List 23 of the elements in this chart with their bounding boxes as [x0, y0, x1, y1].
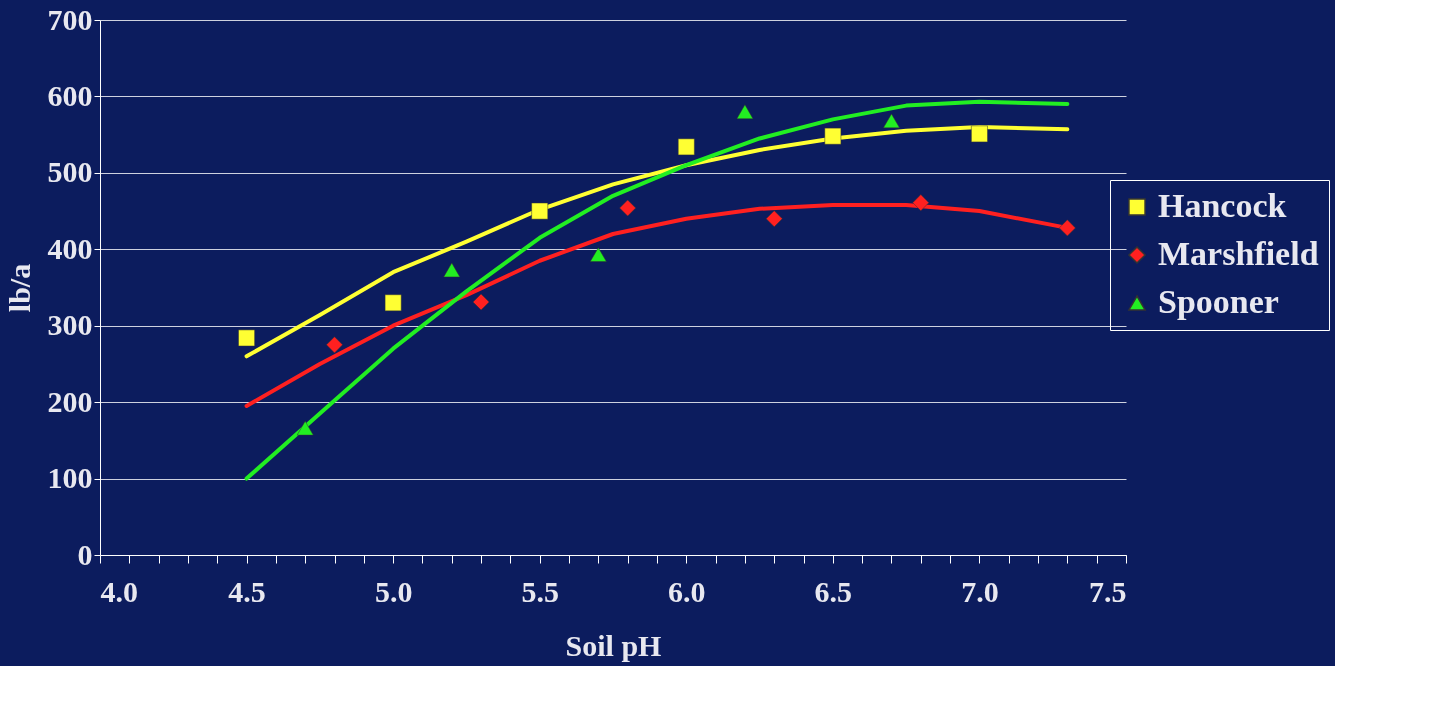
x-axis-title: Soil pH: [565, 628, 662, 662]
line-series: [244, 125, 1070, 359]
y-tick-label: 700: [47, 2, 93, 36]
legend-label: Marshfield: [1158, 235, 1319, 272]
y-tick-label: 100: [47, 461, 93, 495]
x-tick-label: 5.5: [521, 574, 559, 608]
legend-label: Spooner: [1158, 283, 1279, 320]
line-series: [244, 99, 1070, 481]
y-tick-label: 0: [77, 537, 93, 571]
y-axis-title: lb/a: [2, 263, 36, 313]
y-tick-label: 400: [47, 231, 93, 265]
x-tick-label: 6.5: [814, 574, 853, 608]
x-tick-label: 4.0: [100, 574, 138, 608]
y-tick-label: 600: [47, 78, 93, 112]
legend-label: Hancock: [1158, 187, 1287, 224]
x-tick-label: 7.0: [961, 574, 999, 608]
y-tick-label: 200: [47, 384, 93, 418]
x-tick-label: 6.0: [668, 574, 706, 608]
y-tick-label: 300: [47, 308, 93, 342]
x-tick-label: 4.5: [228, 574, 266, 608]
x-tick-label: 7.5: [1089, 574, 1127, 608]
x-tick-label: 5.0: [374, 574, 413, 608]
y-tick-label: 500: [47, 155, 93, 189]
